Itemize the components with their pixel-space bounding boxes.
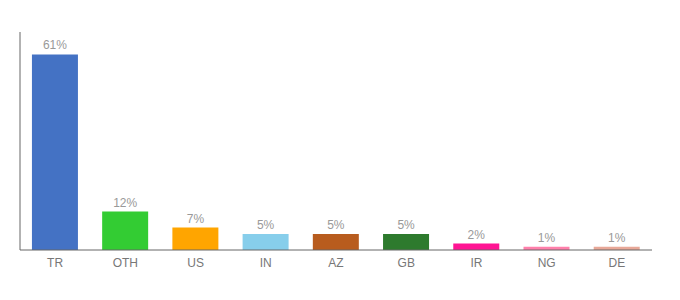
svg-text:US: US	[187, 256, 204, 270]
svg-text:NG: NG	[538, 256, 556, 270]
svg-text:IN: IN	[260, 256, 272, 270]
svg-text:1%: 1%	[608, 231, 626, 245]
svg-text:5%: 5%	[397, 218, 415, 232]
svg-text:61%: 61%	[43, 38, 67, 52]
svg-text:TR: TR	[47, 256, 63, 270]
svg-text:2%: 2%	[468, 228, 486, 242]
svg-text:GB: GB	[398, 256, 415, 270]
svg-text:5%: 5%	[327, 218, 345, 232]
svg-text:1%: 1%	[538, 231, 556, 245]
svg-text:AZ: AZ	[328, 256, 343, 270]
svg-text:7%: 7%	[187, 212, 205, 226]
svg-text:DE: DE	[609, 256, 626, 270]
svg-text:OTH: OTH	[113, 256, 138, 270]
svg-text:IR: IR	[470, 256, 482, 270]
svg-text:5%: 5%	[257, 218, 275, 232]
svg-text:12%: 12%	[113, 196, 137, 210]
